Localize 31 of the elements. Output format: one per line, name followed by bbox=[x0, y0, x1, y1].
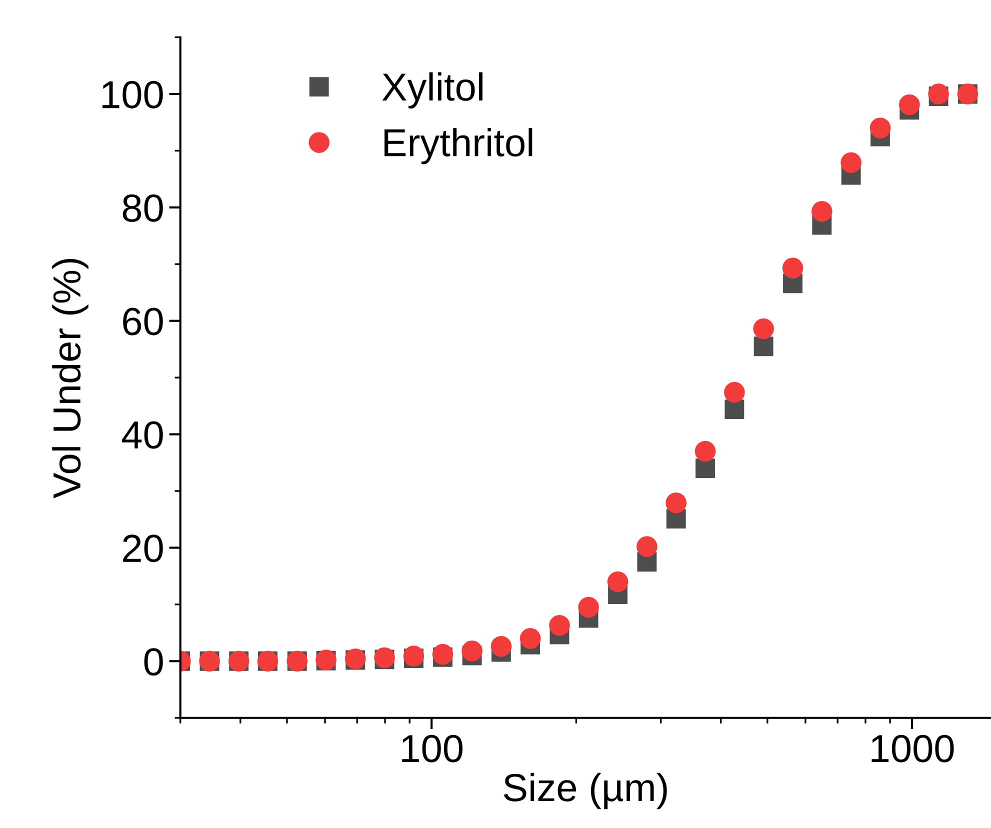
point bbox=[549, 615, 570, 636]
y-tick-label: 20 bbox=[123, 534, 163, 562]
point bbox=[898, 94, 920, 116]
point bbox=[696, 458, 715, 478]
point bbox=[840, 152, 862, 174]
legend-label: Erythritol bbox=[384, 128, 532, 164]
x-axis-title: Size (µm) bbox=[504, 772, 667, 810]
point bbox=[462, 640, 482, 662]
point bbox=[636, 536, 658, 558]
y-tick-label: 40 bbox=[122, 421, 163, 449]
point bbox=[782, 258, 804, 279]
point bbox=[520, 628, 541, 649]
point bbox=[694, 440, 716, 462]
y-tick-label: 80 bbox=[122, 194, 163, 222]
point bbox=[754, 336, 774, 356]
point bbox=[724, 400, 744, 420]
y-axis-title: Vol Under (%) bbox=[52, 258, 88, 498]
point bbox=[578, 596, 599, 618]
y-tick-label: 60 bbox=[123, 308, 163, 336]
legend-label: Xylitol bbox=[382, 72, 482, 109]
point bbox=[724, 382, 745, 403]
y-tick-label: 0 bbox=[144, 648, 163, 676]
point bbox=[753, 318, 774, 340]
x-tick-label: 1000 bbox=[872, 734, 954, 762]
point bbox=[666, 492, 687, 514]
point bbox=[490, 636, 512, 657]
point bbox=[607, 571, 628, 592]
y-tick-label: 100 bbox=[102, 80, 163, 108]
point bbox=[811, 200, 832, 222]
point bbox=[432, 644, 454, 665]
point bbox=[870, 118, 891, 138]
